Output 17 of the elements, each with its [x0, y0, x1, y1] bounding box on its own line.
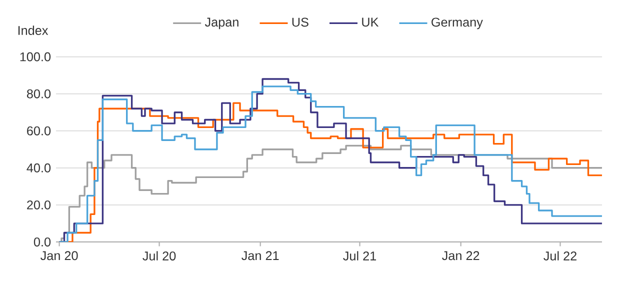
y-tick-label: 100.0: [20, 52, 51, 62]
x-tick-label: Jan 22: [442, 251, 480, 260]
y-tick-label: 0.0: [34, 238, 51, 246]
x-tick-label: Jul 22: [544, 251, 576, 260]
x-tick-label: Jul 21: [343, 251, 376, 260]
y-axis-title: Index: [18, 26, 48, 35]
legend-label: UK: [362, 18, 379, 27]
x-tick-label: Jan 20: [40, 251, 78, 260]
legend-label: Germany: [432, 18, 483, 30]
y-tick-label: 80.0: [26, 89, 51, 98]
legend-label: US: [292, 18, 308, 27]
legend-label: Japan: [204, 18, 238, 30]
y-tick-label: 40.0: [26, 163, 51, 172]
y-tick-label: 60.0: [27, 126, 51, 136]
x-tick-label: Jul 20: [142, 251, 176, 260]
y-tick-label: 20.0: [27, 200, 51, 210]
x-tick-label: Jan 21: [242, 251, 279, 260]
